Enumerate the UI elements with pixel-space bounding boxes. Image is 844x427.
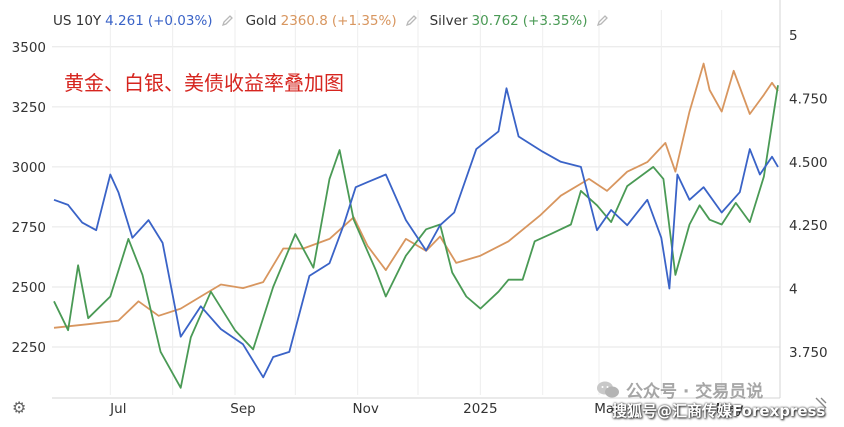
left-tick-label: 3500 — [12, 40, 46, 56]
legend-name: Gold — [245, 13, 277, 29]
right-tick-label: 4.250 — [789, 218, 828, 234]
legend-change: (+1.35%) — [331, 13, 397, 29]
pencil-icon[interactable] — [220, 14, 234, 28]
gear-icon[interactable]: ⚙ — [12, 398, 26, 417]
chart-axes: 3500 3250 3000 2750 2500 2250 5 4.750 4.500 4.250… — [12, 0, 828, 417]
series-line-us10y — [53, 87, 779, 379]
x-tick-label: Sep — [230, 401, 255, 417]
x-tick-label: Jul — [109, 401, 126, 417]
chart-title: 黄金、白银、美债收益率叠加图 — [64, 71, 344, 95]
series-line-silver — [53, 85, 779, 389]
x-tick-label: Nov — [352, 401, 378, 417]
wechat-icon — [597, 381, 619, 397]
right-tick-label: 5 — [789, 28, 798, 44]
left-tick-label: 2250 — [12, 340, 46, 356]
chart-grid — [52, 10, 780, 395]
legend-value: 4.261 — [105, 13, 144, 29]
resize-icon[interactable] — [815, 397, 827, 409]
chart-chrome: ⚙ — [12, 397, 827, 417]
right-tick-label: 3.750 — [789, 345, 828, 361]
legend-change: (+0.03%) — [147, 13, 213, 29]
chart-series — [53, 62, 779, 389]
legend-change: (+3.35%) — [522, 13, 588, 29]
left-tick-label: 3250 — [12, 100, 46, 116]
watermark-source: 搜狐号@汇商传媒Forexpress — [612, 402, 826, 420]
legend-item-us10y[interactable]: US 10Y 4.261 (+0.03%) — [53, 13, 234, 29]
left-tick-label: 2500 — [12, 280, 46, 296]
x-tick-label: May — [716, 401, 744, 417]
pencil-icon[interactable] — [404, 14, 418, 28]
legend-name: Silver — [429, 13, 468, 29]
chart-legend: US 10Y 4.261 (+0.03%) Gold 2360.8 (+1.35… — [53, 13, 609, 29]
left-tick-label: 2750 — [12, 220, 46, 236]
right-tick-label: 4.500 — [789, 155, 828, 171]
left-tick-label: 3000 — [12, 160, 46, 176]
x-tick-label: Mar — [594, 401, 620, 417]
legend-value: 30.762 — [471, 13, 519, 29]
pencil-icon[interactable] — [595, 14, 609, 28]
watermark-account: 公众号 · 交易员说 — [596, 377, 763, 402]
legend-name: US 10Y — [53, 13, 102, 29]
legend-value: 2360.8 — [280, 13, 328, 29]
right-tick-label: 4 — [789, 282, 798, 298]
legend-item-gold[interactable]: Gold 2360.8 (+1.35%) — [246, 13, 418, 29]
series-line-gold — [53, 62, 779, 329]
right-tick-label: 4.750 — [789, 91, 828, 107]
x-tick-label: 2025 — [463, 401, 497, 417]
watermark-account-text: 公众号 · 交易员说 — [626, 382, 764, 402]
legend-item-silver[interactable]: Silver 30.762 (+3.35%) — [430, 13, 609, 29]
